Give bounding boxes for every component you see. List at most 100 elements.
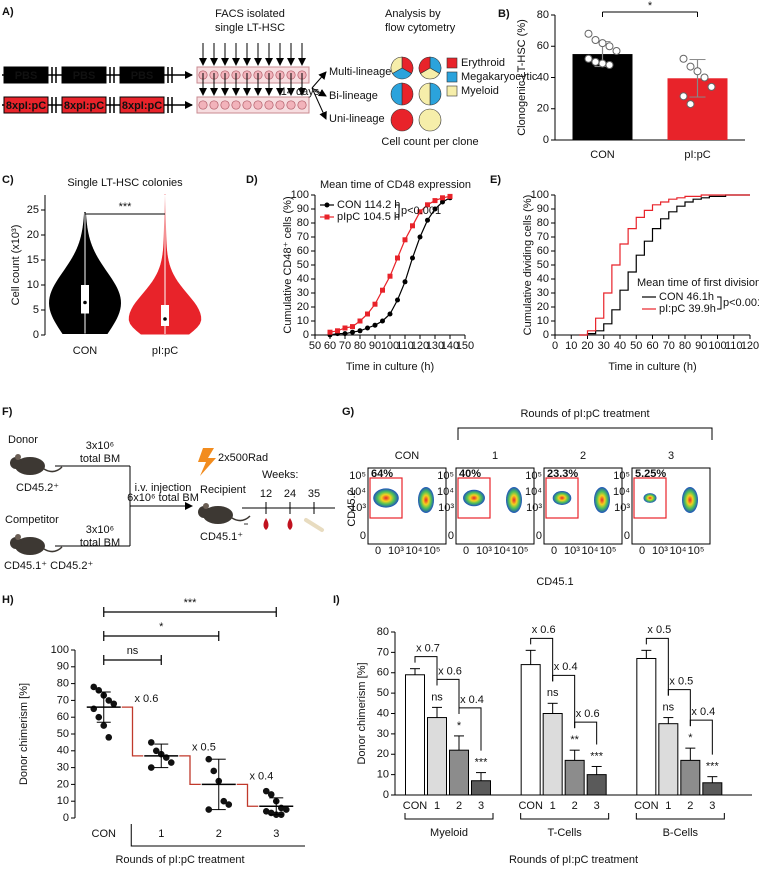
p-bracket xyxy=(395,204,400,218)
data-point xyxy=(225,801,233,808)
weeks-label: Weeks: xyxy=(262,469,298,481)
injection-label: 6x10⁶ total BM xyxy=(127,492,199,504)
y-tick-label: 70 xyxy=(537,231,549,243)
fold-bracket xyxy=(530,637,554,682)
marker xyxy=(387,273,393,279)
y-tick-label: 30 xyxy=(57,762,69,774)
treatment-label: 8xpI:pC xyxy=(64,100,104,112)
competitor-marker: CD45.1⁺ CD45.2⁺ xyxy=(4,560,93,572)
data-point xyxy=(220,797,228,805)
competitor-population xyxy=(682,487,698,513)
clone-pie-slice xyxy=(401,82,414,106)
well xyxy=(286,100,296,110)
treatment-box xyxy=(119,96,165,114)
data-point xyxy=(700,73,709,82)
y-tick-label: 40 xyxy=(57,745,69,757)
y-tick-label: 10⁵ xyxy=(349,470,366,482)
y-tick-label: 0 xyxy=(624,530,630,542)
data-point xyxy=(707,82,716,91)
panel-label: B) xyxy=(498,8,510,20)
y-tick-label: 0 xyxy=(448,530,454,542)
treatment-box xyxy=(61,66,107,84)
y-axis-label: Cell count (x10³) xyxy=(10,225,22,306)
y-tick-label: 40 xyxy=(297,273,309,285)
y-tick-label: 0 xyxy=(360,530,366,542)
x-tick-label: 50 xyxy=(630,340,642,352)
mouse-icon xyxy=(10,457,22,469)
y-tick-label: 40 xyxy=(537,273,549,285)
marker xyxy=(342,331,348,337)
donor-population xyxy=(373,488,399,508)
fold-bracket xyxy=(552,674,576,729)
fold-bracket xyxy=(667,689,691,727)
y-tick-label: 10 xyxy=(537,315,549,327)
panel-label: I) xyxy=(333,594,340,606)
legend-marker xyxy=(324,202,330,208)
x-tick-label: 0 xyxy=(463,545,469,557)
y-tick-label: 10⁴ xyxy=(437,486,454,498)
competitor-dose: total BM xyxy=(80,537,120,549)
median-dot xyxy=(83,300,87,305)
x-tick-label: 80 xyxy=(679,340,691,352)
marker xyxy=(350,329,355,335)
mouse-icon xyxy=(15,534,21,540)
x-tick-label: 100 xyxy=(708,340,726,352)
y-tick-label: 10⁵ xyxy=(525,470,542,482)
y-tick-label: 10⁴ xyxy=(613,486,630,498)
marker xyxy=(365,311,370,317)
y-tick-label: 10⁵ xyxy=(613,470,630,482)
y-tick-label: 20 xyxy=(377,748,389,760)
y-tick-label: 60 xyxy=(537,40,549,52)
legend-marker xyxy=(324,214,330,220)
mouse-icon xyxy=(231,515,251,522)
facs-title: FACS isolated xyxy=(215,8,285,20)
legend-swatch xyxy=(446,57,458,69)
x-tick-label: 60 xyxy=(324,340,336,352)
panel-label: C) xyxy=(2,174,14,186)
x-tick-label: 0 xyxy=(639,545,645,557)
x-tick-label: 0 xyxy=(551,545,557,557)
y-tick-label: 60 xyxy=(537,245,549,257)
x-tick-label: 70 xyxy=(339,340,351,352)
gate xyxy=(633,477,667,519)
fold-change-label: x 0.4 xyxy=(250,770,274,782)
data-point xyxy=(598,59,607,68)
bar xyxy=(520,664,541,796)
well xyxy=(253,100,263,110)
donor-dose: 3x10⁶ xyxy=(86,440,114,452)
gate-percent: 64% xyxy=(371,468,393,480)
x-tick-label: 10⁴ xyxy=(406,545,423,557)
x-tick-label: CON xyxy=(518,800,543,812)
p-bracket xyxy=(717,296,722,310)
y-tick-label: 100 xyxy=(291,189,309,201)
marker xyxy=(372,301,378,307)
clone-pie-slice xyxy=(392,67,412,80)
bar xyxy=(405,674,425,796)
series-line xyxy=(579,194,750,336)
x-tick-label: CON xyxy=(590,149,615,161)
x-tick-label: 30 xyxy=(598,340,610,352)
significance-label: ns xyxy=(547,687,559,699)
y-tick-label: 5 xyxy=(33,304,39,316)
fold-change-label: x 0.7 xyxy=(416,643,440,655)
donor-label: Donor xyxy=(8,434,38,446)
series-line xyxy=(579,194,750,336)
y-tick-label: 80 xyxy=(537,217,549,229)
panel-label: D) xyxy=(246,174,258,186)
days-label: 14 days xyxy=(281,86,320,98)
data-point xyxy=(612,46,621,55)
well xyxy=(231,100,241,110)
x-tick-label: 50 xyxy=(309,340,321,352)
group-bracket xyxy=(404,813,494,820)
y-tick-label: 10³ xyxy=(614,502,630,514)
panel-label: F) xyxy=(2,406,13,418)
data-point xyxy=(584,29,593,38)
y-tick-label: 10³ xyxy=(526,502,542,514)
y-tick-label: 50 xyxy=(297,259,309,271)
panel-label: A) xyxy=(2,6,14,18)
analysis-title: Analysis by xyxy=(385,8,441,20)
panel-label: G) xyxy=(342,406,355,418)
x-tick-label: pI:pC xyxy=(152,345,178,357)
data-point xyxy=(605,42,614,51)
